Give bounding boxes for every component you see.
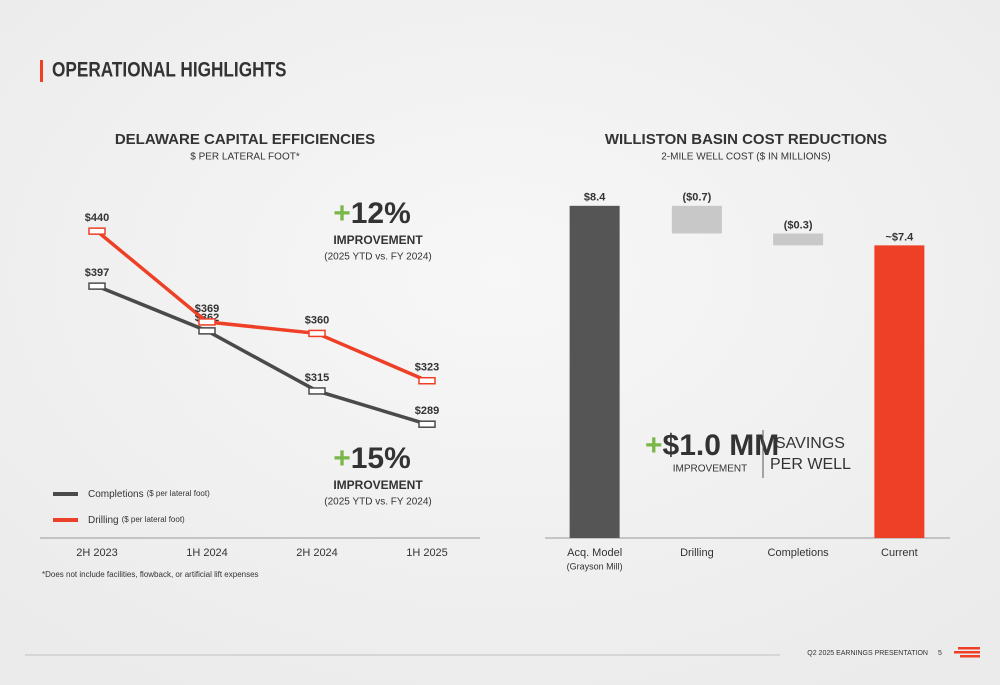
bar [773, 233, 824, 246]
x-tick-label: Drilling [680, 547, 714, 559]
data-label: $440 [85, 212, 109, 224]
point-marker [308, 329, 326, 338]
legend-suffix: ($ per lateral foot) [147, 489, 210, 498]
point-marker [88, 282, 106, 290]
title-accent [40, 60, 43, 82]
annotation-sign: + [333, 197, 351, 230]
data-label: $8.4 [584, 192, 606, 204]
annotation-label: IMPROVEMENT [333, 478, 423, 492]
x-tick-label: 1H 2024 [186, 547, 228, 559]
point-marker [418, 376, 436, 385]
legend-entry: Completions ($ per lateral foot) [88, 489, 210, 500]
data-label: $397 [85, 267, 109, 279]
x-tick-label: Current [881, 547, 918, 559]
callout-sign: + [645, 429, 663, 462]
annotation-figure: +12% [333, 197, 411, 230]
legend-name: Drilling [88, 515, 119, 526]
x-tick-label: Completions [768, 547, 830, 559]
callout-text: $1.0 MM [663, 429, 780, 462]
bar [569, 205, 620, 538]
point-marker [308, 387, 326, 395]
point-marker [198, 318, 216, 326]
data-label: $289 [415, 405, 439, 417]
legend-suffix: ($ per lateral foot) [122, 515, 185, 524]
data-label: $323 [415, 362, 439, 374]
footnote: *Does not include facilities, flowback, … [42, 570, 259, 579]
annotation-sign: + [333, 442, 351, 475]
chart-title: WILLISTON BASIN COST REDUCTIONS [605, 131, 887, 148]
annotation-text: 15% [351, 442, 411, 475]
footer-text: Q2 2025 EARNINGS PRESENTATION [807, 650, 928, 657]
x-tick-label: Acq. Model [567, 547, 622, 559]
callout-figure: +$1.0 MM [645, 429, 779, 462]
data-label: ($0.3) [784, 219, 813, 231]
chart-subtitle: $ PER LATERAL FOOT* [190, 152, 300, 163]
x-tick-label: 2H 2024 [296, 547, 338, 559]
data-label: $369 [195, 303, 219, 315]
series-line [96, 284, 428, 426]
logo [954, 647, 980, 658]
point-marker [198, 327, 216, 335]
bar [874, 245, 925, 538]
annotation-text: 12% [351, 197, 411, 230]
slide-title: OPERATIONAL HIGHLIGHTS [52, 59, 287, 82]
legend-name: Completions [88, 489, 144, 500]
point-marker [88, 227, 106, 235]
callout-label: IMPROVEMENT [673, 464, 747, 475]
point-marker [418, 420, 436, 428]
x-tick-label: 1H 2025 [406, 547, 448, 559]
callout-side: SAVINGS PER WELL [770, 435, 851, 473]
data-label: ~$7.4 [885, 231, 914, 243]
legend-entry: Drilling ($ per lateral foot) [88, 515, 185, 526]
annotation-figure: +15% [333, 442, 411, 475]
data-label: ($0.7) [683, 192, 712, 204]
annotation-note: (2025 YTD vs. FY 2024) [324, 252, 431, 263]
x-tick-label: 2H 2023 [76, 547, 118, 559]
chart-title: DELAWARE CAPITAL EFFICIENCIES [115, 131, 375, 148]
annotation-label: IMPROVEMENT [333, 233, 423, 247]
series-line [95, 229, 428, 383]
data-label: $315 [305, 372, 329, 384]
callout-side-line: SAVINGS [775, 435, 845, 452]
bar [671, 205, 722, 234]
chart-subtitle: 2-MILE WELL COST ($ IN MILLIONS) [661, 152, 830, 163]
data-label: $360 [305, 314, 329, 326]
x-tick-note: (Grayson Mill) [567, 561, 623, 571]
annotation-note: (2025 YTD vs. FY 2024) [324, 497, 431, 508]
callout-side-line: PER WELL [770, 456, 851, 473]
page-number: 5 [938, 650, 942, 657]
